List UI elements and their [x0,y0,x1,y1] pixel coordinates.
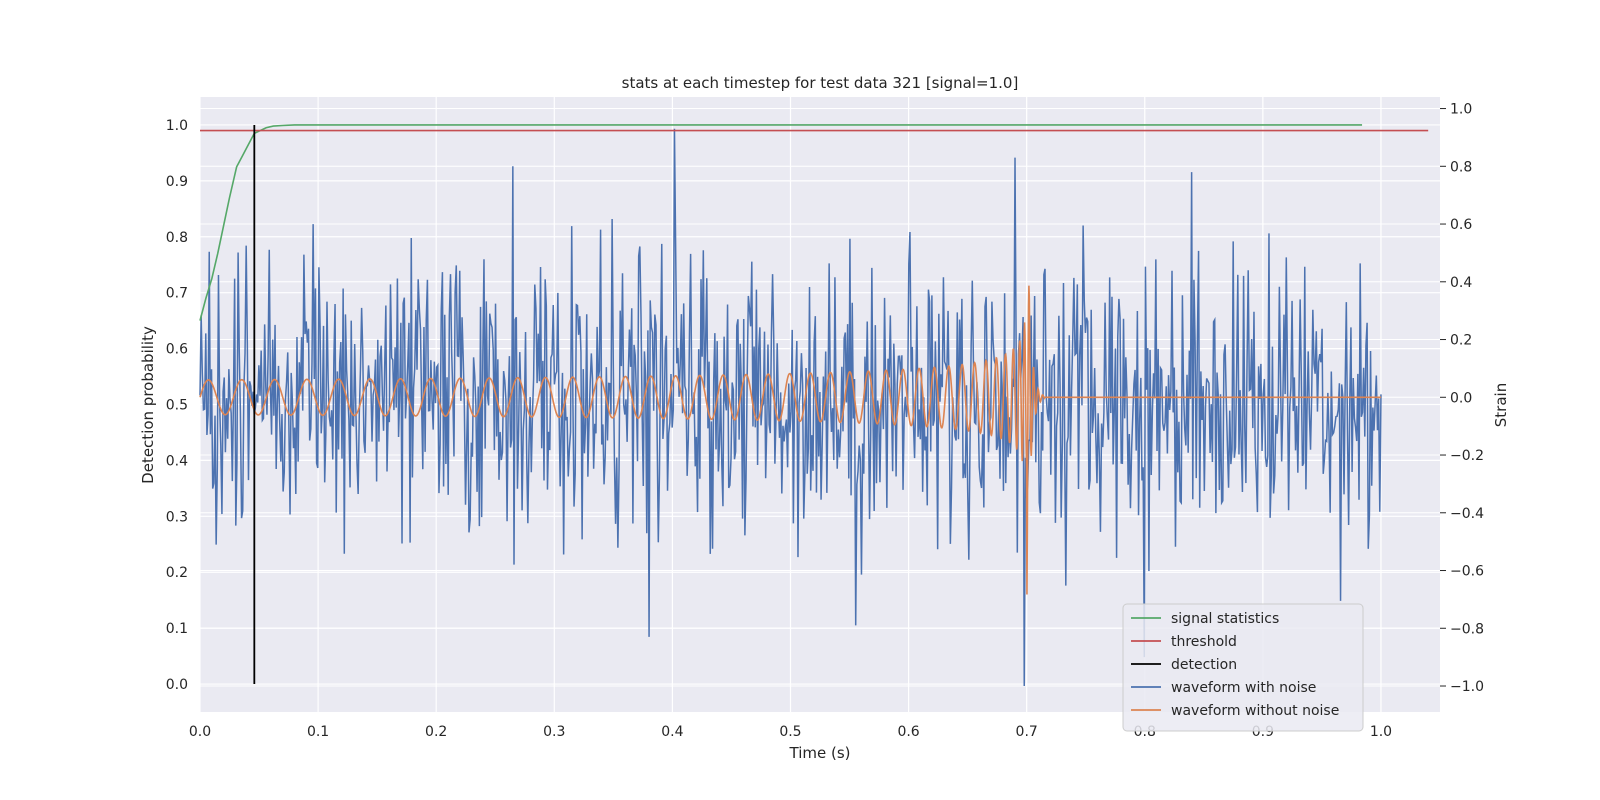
x-tick-label: 1.0 [1370,724,1392,740]
legend-label: signal statistics [1171,611,1279,627]
y-tick-label: 0.8 [166,230,188,246]
y-right-tick-label: 1.0 [1450,102,1472,118]
chart-title: stats at each timestep for test data 321… [622,74,1019,92]
y-axis-right-ticks: −1.0 −0.8 −0.6 −0.4 −0.2 0.0 0.2 0.4 0.6 0.8 1.0 [1440,102,1484,695]
y-right-tick-label: 0.0 [1450,390,1472,406]
y-right-tick-label: 0.4 [1450,275,1472,291]
x-tick-label: 0.5 [779,724,801,740]
legend-box [1122,603,1364,732]
x-tick-label: 0.4 [661,724,683,740]
y-right-tick-label: −0.6 [1450,564,1484,580]
y-right-tick-label: 0.2 [1450,333,1472,349]
y-tick-label: 0.1 [166,621,188,637]
legend-label: threshold [1171,634,1237,650]
legend-label: waveform without noise [1171,703,1339,719]
y-right-tick-label: −0.8 [1450,621,1484,637]
x-tick-label: 0.6 [897,724,919,740]
y-right-tick-label: −0.2 [1450,448,1484,464]
legend-label: detection [1171,657,1237,673]
y-tick-label: 0.4 [166,453,188,469]
y-tick-label: 0.9 [166,174,188,190]
y-right-tick-label: −1.0 [1450,679,1484,695]
y-tick-label: 0.5 [166,398,188,414]
y-axis-right-label: Strain [1492,383,1510,427]
y-tick-label: 0.2 [166,565,188,581]
series-waveform-without-noise [199,285,1381,595]
y-axis-left-ticks: 0.0 0.1 0.2 0.3 0.4 0.5 0.6 0.7 0.8 0.9 1.0 [166,118,188,693]
y-tick-label: 0.0 [166,677,188,693]
series-layer [199,124,1429,687]
x-tick-label: 0.2 [425,724,447,740]
x-axis-label: Time (s) [789,744,851,762]
y-tick-label: 0.6 [166,342,188,358]
x-tick-label: 0.7 [1016,724,1038,740]
y-right-tick-label: 0.8 [1450,159,1472,175]
y-tick-label: 0.3 [166,509,188,525]
series-waveform-with-noise [199,128,1382,687]
y-right-tick-label: −0.4 [1450,506,1484,522]
x-tick-label: 0.0 [189,724,211,740]
y-right-tick-label: 0.6 [1450,217,1472,233]
x-tick-label: 0.1 [307,724,329,740]
x-axis-ticks: 0.0 0.1 0.2 0.3 0.4 0.5 0.6 0.7 0.8 0.9 1.0 [189,724,1392,740]
y-tick-label: 0.7 [166,286,188,302]
y-axis-label: Detection probability [139,326,157,484]
legend: signal statistics threshold detection wavef… [1122,603,1364,732]
legend-label: waveform with noise [1171,680,1316,696]
y-tick-label: 1.0 [166,118,188,134]
x-tick-label: 0.3 [543,724,565,740]
